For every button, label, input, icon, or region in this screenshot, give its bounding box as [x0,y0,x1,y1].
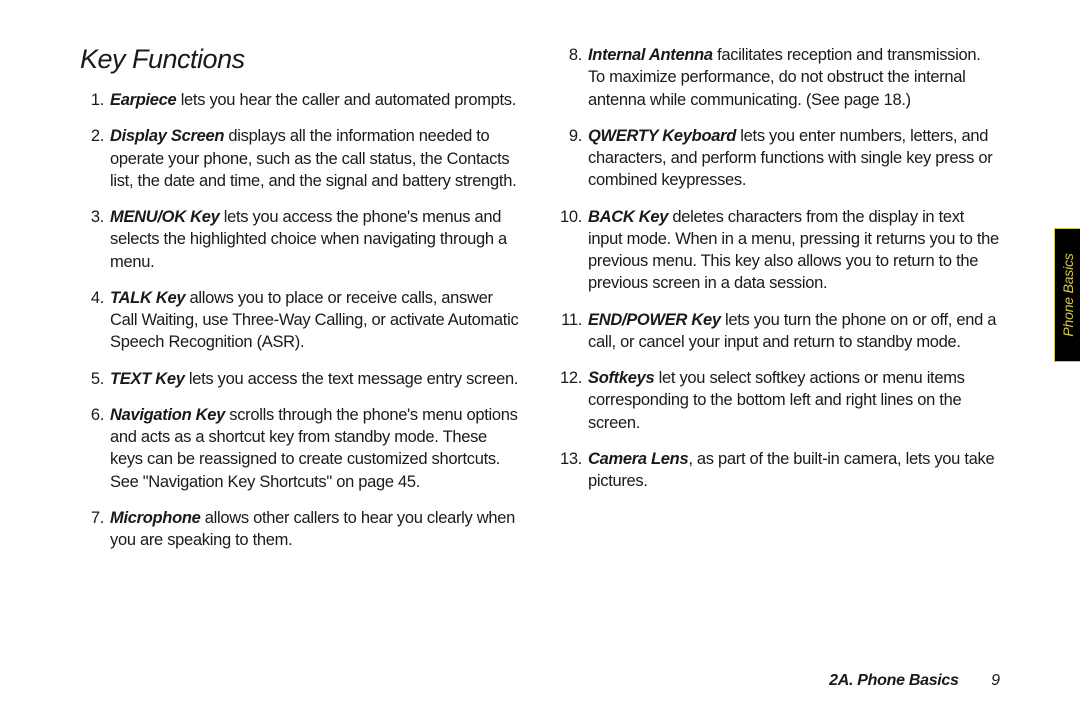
item-term: Display Screen [110,127,224,145]
key-functions-list-left: 1.Earpiece lets you hear the caller and … [80,89,522,552]
item-term: Softkeys [588,369,654,387]
item-number: 4. [80,287,110,354]
item-term: Earpiece [110,91,176,109]
list-item: 7.Microphone allows other callers to hea… [80,507,522,552]
item-body: TALK Key allows you to place or receive … [110,287,522,354]
key-functions-list-right: 8.Internal Antenna facilitates reception… [558,44,1000,493]
item-number: 7. [80,507,110,552]
list-item: 8.Internal Antenna facilitates reception… [558,44,1000,111]
item-number: 13. [558,448,588,493]
item-number: 2. [80,125,110,192]
item-body: Softkeys let you select softkey actions … [588,367,1000,434]
item-number: 10. [558,206,588,295]
item-body: Microphone allows other callers to hear … [110,507,522,552]
side-tab: Phone Basics [1054,228,1080,362]
item-term: Navigation Key [110,406,225,424]
list-item: 2.Display Screen displays all the inform… [80,125,522,192]
item-number: 6. [80,404,110,493]
item-body: Earpiece lets you hear the caller and au… [110,89,522,111]
list-item: 3.MENU/OK Key lets you access the phone'… [80,206,522,273]
side-tab-label: Phone Basics [1060,253,1076,336]
list-item: 10.BACK Key deletes characters from the … [558,206,1000,295]
item-body: Camera Lens, as part of the built-in cam… [588,448,1000,493]
item-term: QWERTY Keyboard [588,127,736,145]
item-body: BACK Key deletes characters from the dis… [588,206,1000,295]
item-term: END/POWER Key [588,311,721,329]
list-item: 11.END/POWER Key lets you turn the phone… [558,309,1000,354]
page-footer: 2A. Phone Basics 9 [829,672,1000,690]
item-number: 3. [80,206,110,273]
page-content: Key Functions 1.Earpiece lets you hear t… [0,0,1080,596]
item-term: TALK Key [110,289,185,307]
item-body: END/POWER Key lets you turn the phone on… [588,309,1000,354]
item-text: lets you access the text message entry s… [185,370,518,388]
list-item: 4.TALK Key allows you to place or receiv… [80,287,522,354]
item-number: 12. [558,367,588,434]
item-term: Camera Lens [588,450,688,468]
item-text: lets you hear the caller and automated p… [176,91,516,109]
right-column: 8.Internal Antenna facilitates reception… [558,44,1000,566]
item-number: 1. [80,89,110,111]
item-term: BACK Key [588,208,668,226]
item-body: TEXT Key lets you access the text messag… [110,368,522,390]
item-body: QWERTY Keyboard lets you enter numbers, … [588,125,1000,192]
item-term: Internal Antenna [588,46,713,64]
item-term: TEXT Key [110,370,185,388]
list-item: 9.QWERTY Keyboard lets you enter numbers… [558,125,1000,192]
item-term: MENU/OK Key [110,208,219,226]
item-body: Display Screen displays all the informat… [110,125,522,192]
item-body: MENU/OK Key lets you access the phone's … [110,206,522,273]
footer-section-label: 2A. Phone Basics [829,672,958,689]
list-item: 5.TEXT Key lets you access the text mess… [80,368,522,390]
list-item: 6.Navigation Key scrolls through the pho… [80,404,522,493]
footer-page-number: 9 [991,672,1000,690]
item-number: 9. [558,125,588,192]
item-number: 8. [558,44,588,111]
item-number: 5. [80,368,110,390]
section-heading: Key Functions [80,44,522,75]
list-item: 12.Softkeys let you select softkey actio… [558,367,1000,434]
item-body: Navigation Key scrolls through the phone… [110,404,522,493]
item-body: Internal Antenna facilitates reception a… [588,44,1000,111]
left-column: Key Functions 1.Earpiece lets you hear t… [80,44,522,566]
list-item: 1.Earpiece lets you hear the caller and … [80,89,522,111]
item-term: Microphone [110,509,201,527]
item-number: 11. [558,309,588,354]
list-item: 13.Camera Lens, as part of the built-in … [558,448,1000,493]
